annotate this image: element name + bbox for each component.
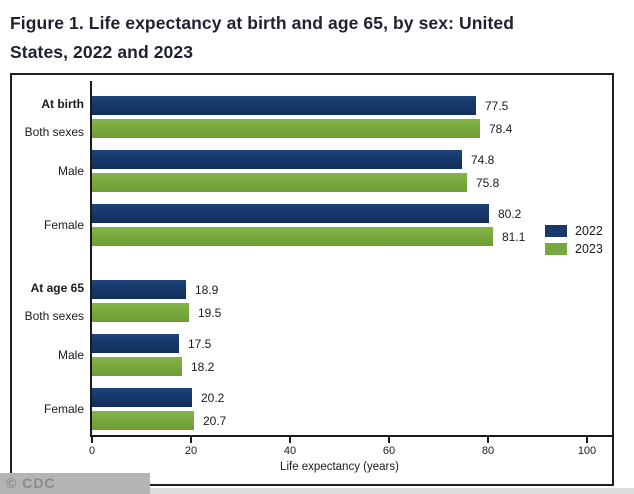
group-label-at-birth: At birth (41, 97, 84, 111)
value-label: 20.2 (201, 391, 225, 405)
legend-row-2022: 2022 (545, 222, 603, 240)
tick-label-40: 40 (283, 445, 297, 457)
legend-label-2022: 2022 (575, 224, 603, 238)
bar-2023-at-birth-female (92, 227, 493, 246)
axis-tick-100 (586, 437, 588, 443)
bar-2022-at-age-65-male (92, 334, 179, 353)
bar-2022-at-age-65-both-sexes (92, 280, 186, 299)
bar-2023-at-age-65-male (92, 357, 182, 376)
axis-tick-60 (388, 437, 390, 443)
legend-swatch-2022 (545, 225, 567, 237)
x-axis-title: Life expectancy (years) (280, 461, 399, 473)
category-label-both-sexes: Both sexes (24, 125, 84, 139)
cdc-watermark: © CDC (0, 473, 150, 494)
axis-tick-0 (91, 437, 93, 443)
tick-label-60: 60 (382, 445, 396, 457)
value-label: 18.9 (195, 283, 219, 297)
value-label: 80.2 (498, 207, 522, 221)
tick-label-100: 100 (577, 445, 597, 457)
y-axis-line (90, 81, 92, 435)
value-label: 75.8 (476, 176, 500, 190)
bar-2022-at-birth-female (92, 204, 489, 223)
value-label: 17.5 (188, 337, 212, 351)
axis-tick-40 (289, 437, 291, 443)
x-axis-line (90, 435, 612, 437)
value-label: 74.8 (471, 153, 495, 167)
category-label-female: Female (43, 218, 84, 232)
value-label: 78.4 (489, 122, 513, 136)
value-label: 77.5 (485, 99, 509, 113)
axis-tick-80 (487, 437, 489, 443)
legend-swatch-2023 (545, 243, 567, 255)
category-label-both-sexes: Both sexes (24, 309, 84, 323)
legend-label-2023: 2023 (575, 242, 603, 256)
group-label-at-age-65: At age 65 (30, 281, 84, 295)
category-label-female: Female (43, 402, 84, 416)
bar-2022-at-birth-male (92, 150, 462, 169)
figure-title-line2: States, 2022 and 2023 (10, 42, 194, 62)
chart-frame: 77.5 78.4 At birth Both sexes 74.8 75.8 Male 80… (10, 73, 614, 486)
figure-title-line1: Figure 1. Life expectancy at birth and a… (10, 13, 515, 33)
tick-label-80: 80 (481, 445, 495, 457)
figure-title: Figure 1. Life expectancy at birth and a… (10, 9, 610, 67)
page-bottom-edge (0, 488, 634, 494)
bar-2023-at-age-65-both-sexes (92, 303, 189, 322)
value-label: 18.2 (191, 360, 215, 374)
category-label-male: Male (57, 348, 84, 362)
bar-2022-at-age-65-female (92, 388, 192, 407)
value-label: 19.5 (198, 306, 222, 320)
tick-label-20: 20 (184, 445, 198, 457)
category-label-male: Male (57, 164, 84, 178)
row-label-block: At age 65 Both sexes (12, 281, 84, 323)
value-label: 20.7 (203, 414, 227, 428)
bar-2023-at-birth-male (92, 173, 467, 192)
value-label: 81.1 (502, 230, 526, 244)
bar-2022-at-birth-both-sexes (92, 96, 476, 115)
axis-tick-20 (190, 437, 192, 443)
row-label-block: At birth Both sexes (12, 97, 84, 139)
tick-label-0: 0 (88, 445, 96, 457)
plot-area: 77.5 78.4 At birth Both sexes 74.8 75.8 Male 80… (12, 75, 612, 484)
bar-2023-at-age-65-female (92, 411, 194, 430)
bar-2023-at-birth-both-sexes (92, 119, 480, 138)
legend: 2022 2023 (545, 222, 603, 258)
legend-row-2023: 2023 (545, 240, 603, 258)
